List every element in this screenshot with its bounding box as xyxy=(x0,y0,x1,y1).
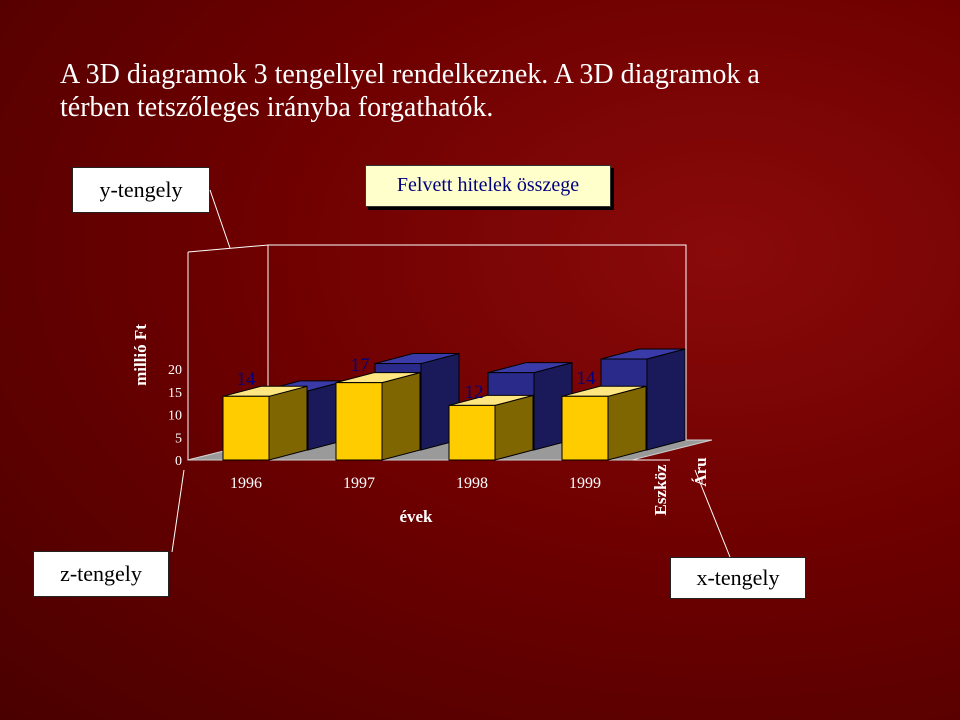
y-tick-label: 0 xyxy=(175,454,182,469)
z-series-label: Áru xyxy=(691,457,710,486)
x-category-label: 1999 xyxy=(569,475,601,492)
heading-line-2: térben tetszőleges irányba forgathatók. xyxy=(60,92,494,123)
y-tick-label: 5 xyxy=(175,431,182,446)
y-callout-leader xyxy=(209,189,231,249)
y-tick-label: 20 xyxy=(168,363,182,378)
data-label: 14 xyxy=(237,369,257,390)
bar-front-1998-side xyxy=(494,394,534,461)
z-series-label: Eszköz xyxy=(651,464,670,515)
x-callout-leader xyxy=(694,469,731,558)
y-tick-label: 15 xyxy=(168,386,182,401)
bar-back-1999-side xyxy=(646,348,686,451)
bar-front-1998 xyxy=(448,394,534,461)
bar-front-1999-front xyxy=(561,395,609,461)
x-category-label: 1997 xyxy=(343,475,375,492)
x-axis-callout: x-tengely xyxy=(670,557,806,599)
bar-front-1997 xyxy=(335,372,421,461)
y-axis-callout: y-tengely xyxy=(72,167,210,213)
data-label: 12 xyxy=(465,382,484,403)
bar-front-1996-front xyxy=(222,395,270,461)
heading-line-1: A 3D diagramok 3 tengellyel rendelkeznek… xyxy=(60,59,760,90)
data-label: 14 xyxy=(577,368,597,389)
y-tick-label: 10 xyxy=(168,409,182,424)
bar-front-1996-side xyxy=(268,385,308,461)
z-axis-callout: z-tengely xyxy=(33,551,169,597)
data-label: 17 xyxy=(351,355,370,376)
x-category-label: 1998 xyxy=(456,475,488,492)
chart-title: Felvett hitelek összege xyxy=(365,165,611,207)
bar-front-1996 xyxy=(222,385,308,461)
slide-heading: A 3D diagramok 3 tengellyel rendelkeznek… xyxy=(60,58,930,124)
x-axis-title: évek xyxy=(399,507,433,526)
bar-front-1997-side xyxy=(381,372,421,461)
bar-front-1998-front xyxy=(448,404,496,461)
bar-front-1997-front xyxy=(335,382,383,461)
z-callout-leader xyxy=(171,469,185,553)
x-category-label: 1996 xyxy=(230,475,262,492)
y-axis-title: millió Ft xyxy=(131,324,150,386)
bar-front-1999-side xyxy=(607,385,647,461)
bar-front-1999 xyxy=(561,385,647,461)
